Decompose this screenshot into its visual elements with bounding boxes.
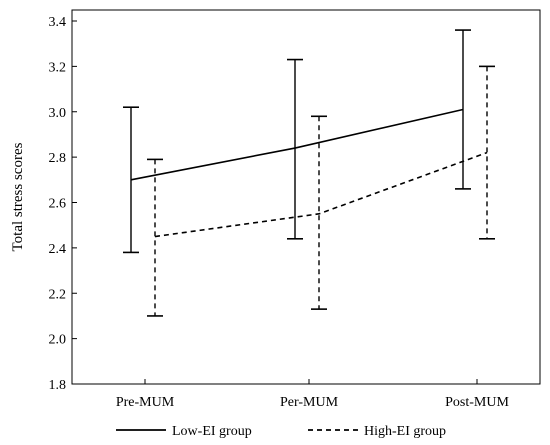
y-tick-label: 3.4	[49, 15, 67, 30]
error-bar	[311, 115, 327, 310]
y-tick-label: 1.8	[49, 378, 67, 393]
x-tick-label: Per-MUM	[280, 395, 339, 410]
error-bar	[123, 106, 139, 254]
y-tick-label: 2.2	[49, 287, 67, 302]
x-tick-label: Pre-MUM	[116, 395, 175, 410]
y-axis-title: Total stress scores	[10, 142, 26, 251]
legend: Low-EI group High-EI group	[116, 424, 446, 439]
series-layer	[123, 29, 495, 317]
legend-label: Low-EI group	[172, 424, 252, 439]
y-axis: 1.8 2.0 2.2 2.4 2.6 2.8 3.0 3.2 3.4	[49, 15, 77, 393]
legend-label: High-EI group	[364, 424, 446, 439]
error-bar	[455, 29, 471, 190]
series-line-low-ei	[130, 108, 464, 181]
error-bar	[479, 65, 495, 240]
x-axis: Pre-MUM Per-MUM Post-MUM	[116, 379, 509, 410]
y-tick-label: 2.6	[49, 197, 67, 212]
error-bar	[287, 58, 303, 240]
y-tick-label: 2.4	[49, 242, 67, 257]
x-tick-label: Post-MUM	[445, 395, 509, 410]
y-tick-label: 2.8	[49, 151, 67, 166]
y-tick-label: 3.2	[49, 60, 67, 75]
error-bar	[147, 158, 163, 317]
y-tick-label: 2.0	[49, 333, 67, 348]
y-tick-label: 3.0	[49, 106, 67, 121]
plot-area-frame	[71, 9, 541, 385]
